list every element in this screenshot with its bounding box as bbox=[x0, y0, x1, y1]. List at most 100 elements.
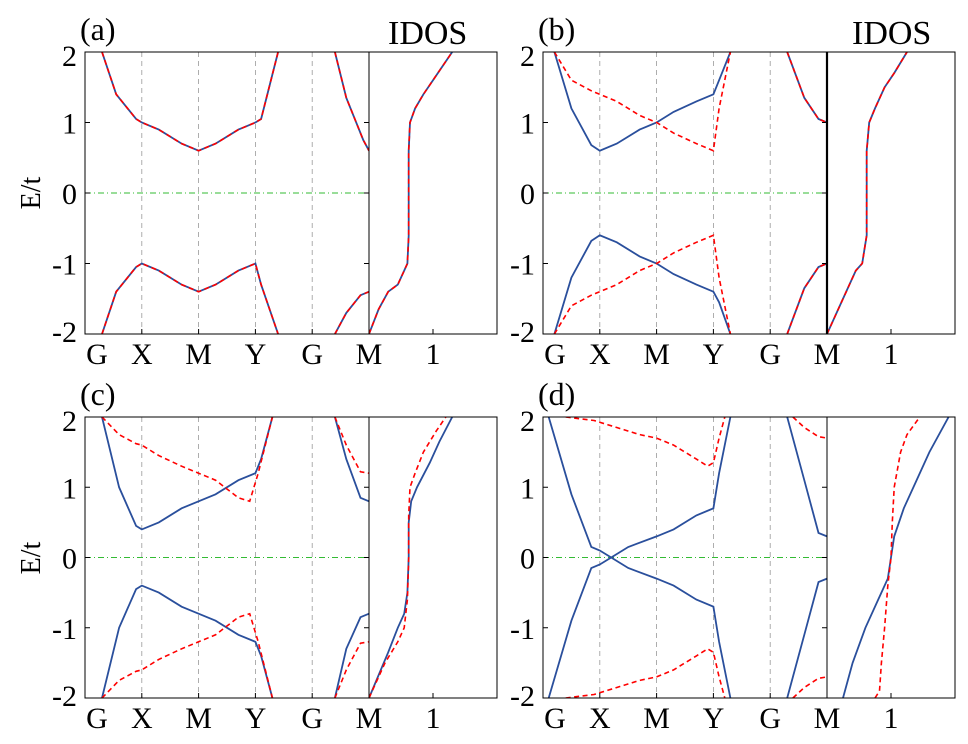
series-dashed bbox=[553, 52, 827, 334]
band-line bbox=[334, 52, 369, 152]
band-line bbox=[786, 52, 827, 124]
x-tick-label: M bbox=[356, 702, 383, 735]
idos-line bbox=[874, 417, 921, 698]
band-line bbox=[334, 417, 369, 474]
y-tick-label: 2 bbox=[520, 405, 535, 438]
band-line bbox=[101, 262, 279, 334]
idos-line bbox=[842, 417, 950, 698]
band-line bbox=[786, 262, 827, 334]
x-tick-label: G bbox=[86, 702, 108, 735]
y-tick-label: 2 bbox=[62, 405, 77, 438]
idos-series-solid bbox=[369, 52, 453, 334]
y-tick-label: 0 bbox=[62, 543, 77, 576]
x-tick-label: M bbox=[185, 338, 212, 371]
band-line bbox=[101, 52, 279, 152]
y-tick-label: 0 bbox=[62, 178, 77, 211]
y-axis-label: E/t bbox=[16, 541, 47, 574]
x-tick-label: M bbox=[643, 338, 670, 371]
series-solid bbox=[101, 417, 369, 698]
x-tick-label: Y bbox=[703, 338, 725, 371]
y-tick-label: 2 bbox=[62, 40, 77, 73]
y-tick-label: -1 bbox=[510, 613, 535, 646]
panel-label: (d) bbox=[538, 376, 575, 412]
y-tick-label: 0 bbox=[520, 543, 535, 576]
x-tick-label: G bbox=[759, 338, 781, 371]
y-tick-label: -1 bbox=[510, 249, 535, 282]
x-tick-label: G bbox=[301, 338, 323, 371]
idos-series-solid bbox=[369, 417, 453, 698]
y-tick-label: 1 bbox=[520, 108, 535, 141]
idos-series-solid bbox=[827, 52, 908, 334]
x-tick-label: M bbox=[814, 338, 841, 371]
y-tick-label: -2 bbox=[510, 316, 535, 349]
band-line bbox=[553, 52, 732, 152]
idos-series-solid bbox=[842, 417, 950, 698]
y-axis-label: E/t bbox=[16, 176, 47, 209]
idos-line bbox=[369, 52, 453, 334]
x-tick-label: M bbox=[356, 338, 383, 371]
x-tick-label: G bbox=[86, 338, 108, 371]
idos-axes-frame bbox=[368, 416, 498, 699]
idos-line bbox=[369, 417, 453, 698]
y-tick-label: 1 bbox=[62, 472, 77, 505]
idos-x-tick-label: 1 bbox=[884, 338, 899, 371]
x-tick-label: Y bbox=[245, 702, 267, 735]
idos-line bbox=[369, 417, 447, 698]
band-line bbox=[334, 641, 369, 698]
y-tick-label: -1 bbox=[52, 613, 77, 646]
band-line bbox=[101, 417, 274, 503]
band-line bbox=[786, 417, 827, 538]
band-line bbox=[786, 52, 827, 124]
y-tick-label: -2 bbox=[52, 680, 77, 713]
band-line bbox=[565, 417, 726, 468]
x-tick-label: G bbox=[544, 702, 566, 735]
panel-c: 210-1-2G X M Y G M 1(c)E/t bbox=[16, 376, 498, 735]
band-line bbox=[792, 676, 827, 698]
x-tick-label: M bbox=[814, 702, 841, 735]
y-tick-label: 0 bbox=[520, 178, 535, 211]
x-tick-label: G bbox=[301, 702, 323, 735]
band-line bbox=[547, 417, 732, 698]
idos-line bbox=[369, 52, 453, 334]
y-tick-label: -2 bbox=[510, 680, 535, 713]
idos-title: IDOS bbox=[388, 15, 467, 52]
band-line bbox=[334, 290, 369, 334]
idos-x-tick-label: 1 bbox=[426, 338, 441, 371]
x-tick-label: X bbox=[589, 702, 611, 735]
idos-x-tick-label: 1 bbox=[884, 702, 899, 735]
band-line bbox=[101, 612, 274, 698]
x-tick-label: Y bbox=[245, 338, 267, 371]
x-tick-label: G bbox=[544, 338, 566, 371]
band-line bbox=[553, 52, 732, 152]
band-line bbox=[334, 612, 369, 698]
idos-title: IDOS bbox=[852, 15, 931, 52]
band-line bbox=[547, 417, 732, 698]
idos-series-dashed bbox=[827, 52, 908, 334]
y-tick-label: 2 bbox=[520, 40, 535, 73]
panel-label: (c) bbox=[80, 376, 116, 412]
panel-d: 210-1-2G X M Y G M 1(d) bbox=[510, 376, 956, 735]
idos-line bbox=[827, 52, 908, 334]
idos-series-dashed bbox=[874, 417, 921, 698]
x-tick-label: X bbox=[589, 338, 611, 371]
x-tick-label: M bbox=[643, 702, 670, 735]
band-line bbox=[786, 262, 827, 334]
panel-label: (a) bbox=[80, 11, 116, 47]
band-line bbox=[565, 647, 726, 698]
band-line bbox=[792, 417, 827, 439]
x-tick-label: X bbox=[131, 338, 153, 371]
idos-series-dashed bbox=[369, 52, 453, 334]
x-tick-label: Y bbox=[703, 702, 725, 735]
band-line bbox=[101, 417, 274, 531]
panel-label: (b) bbox=[538, 11, 575, 47]
band-line bbox=[334, 417, 369, 503]
series-solid bbox=[547, 417, 827, 698]
x-tick-label: G bbox=[759, 702, 781, 735]
band-line bbox=[101, 584, 274, 698]
band-line bbox=[101, 52, 279, 152]
band-line bbox=[334, 290, 369, 334]
y-tick-label: -2 bbox=[52, 316, 77, 349]
panel-b: 210-1-2G X M Y G M 1(b) IDOS bbox=[510, 11, 956, 371]
